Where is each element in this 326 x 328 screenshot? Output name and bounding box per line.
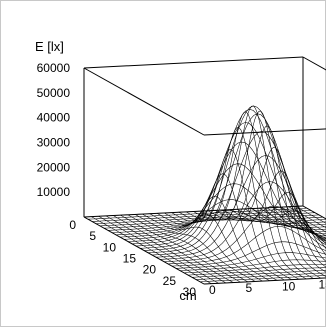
mesh-line-y (108, 219, 326, 230)
x-axis-title: cm (179, 288, 196, 303)
z-tick-label: 50000 (37, 86, 71, 100)
x-tick-label: 0 (69, 218, 76, 232)
x-tick-label: 5 (89, 229, 96, 243)
mesh-line-y (176, 253, 326, 269)
box-edge (84, 68, 204, 135)
mesh-line-y (84, 206, 303, 217)
z-tick-label: 40000 (37, 111, 71, 125)
z-tick-label: 10000 (37, 185, 71, 199)
x-tick-label: 15 (123, 252, 137, 266)
box-edge (303, 57, 326, 124)
mesh-line-y (196, 269, 326, 280)
mesh-line-y (148, 114, 326, 253)
y-tick-label: 5 (246, 281, 253, 295)
y-tick-label: 10 (282, 279, 296, 293)
mesh-line-x (230, 192, 326, 276)
mesh-line-x (142, 214, 262, 281)
z-axis-title: E [lx] (35, 39, 64, 54)
z-tick-label: 30000 (37, 136, 71, 150)
box-edge (84, 57, 303, 68)
x-tick-label: 10 (103, 240, 117, 254)
x-tick-label: 20 (143, 263, 157, 277)
z-tick-label: 20000 (37, 160, 71, 174)
y-tick-label: 0 (209, 283, 216, 297)
mesh-line-x (186, 112, 306, 279)
z-axis-ticks: 10000 20000 30000 40000 50000 60000 (37, 61, 71, 199)
x-tick-label: 25 (163, 274, 177, 288)
surface-mesh (84, 106, 326, 284)
mesh-line-x (121, 215, 241, 282)
y-tick-label: 15 (319, 278, 326, 292)
z-tick-label: 60000 (37, 61, 71, 75)
box-back-edges (84, 57, 326, 273)
box-edge (204, 124, 326, 135)
